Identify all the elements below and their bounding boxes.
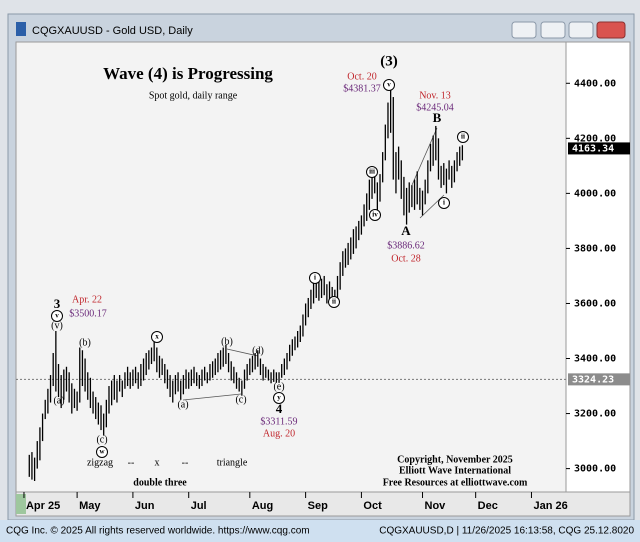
x-tick-label: Jan 26 [533, 500, 567, 512]
annotation: Aug. 20 [263, 428, 295, 439]
price-axis [565, 41, 631, 493]
annotation: Oct. 28 [391, 253, 420, 264]
annotation: Copyright, November 2025 [397, 454, 513, 465]
wave-circle [438, 197, 450, 209]
minimize-button[interactable] [540, 21, 566, 39]
wave-circle [366, 166, 378, 178]
annotation: $3500.17 [69, 308, 107, 319]
annotation: $4381.37 [343, 83, 381, 94]
wave-circle [51, 310, 63, 322]
wave-circle [151, 331, 163, 343]
annotation: A [401, 223, 411, 238]
wave-circle [457, 131, 469, 143]
x-tick-label: Jun [135, 500, 155, 512]
x-tick-label: Oct [363, 500, 382, 512]
y-tick-label: 4200.00 [574, 133, 616, 144]
status-bar [0, 520, 640, 542]
annotation: x [155, 457, 160, 468]
annotation: (d) [252, 345, 264, 356]
y-tick-label: 4400.00 [574, 78, 616, 89]
annotation: (a) [53, 395, 64, 406]
annotation: (3) [380, 53, 398, 69]
annotation: (c) [235, 394, 246, 405]
maximize-button[interactable] [568, 21, 594, 39]
annotation: double three [133, 477, 187, 488]
x-tick-label: Aug [252, 500, 273, 512]
annotation: $4245.04 [416, 102, 454, 113]
x-tick-label: Apr 25 [26, 500, 60, 512]
app-icon [16, 22, 26, 36]
wave-circle [383, 79, 395, 91]
wave-circle [273, 392, 285, 404]
annotation: Elliott Wave International [399, 465, 511, 476]
annotation: (b) [221, 336, 233, 347]
wave-label: v [387, 81, 391, 89]
x-tick-label: May [79, 500, 101, 512]
x-tick-label: Nov [425, 500, 447, 512]
annotation: -- [128, 457, 135, 468]
annotation: Free Resources at elliottwave.com [383, 477, 528, 488]
annotation: (b) [79, 337, 91, 348]
annotation: (c) [96, 434, 107, 445]
time-axis [15, 491, 631, 517]
wave-circle [309, 272, 321, 284]
annotation: (v) [51, 320, 63, 331]
annotation: 3 [54, 296, 61, 311]
wave-label: ii [461, 133, 465, 141]
y-tick-label: 4000.00 [574, 188, 616, 199]
annotation: -- [182, 457, 189, 468]
wave-circle [328, 296, 340, 308]
footer-right: CQGXAUUSD,D | 11/26/2025 16:13:58, CQG 2… [379, 526, 634, 537]
plot-area [15, 41, 567, 493]
wave-circle [96, 446, 108, 458]
wave-label: x [155, 333, 159, 341]
y-tick-label: 3000.00 [574, 464, 616, 475]
annotation: (e) [273, 381, 284, 392]
link-button[interactable] [511, 21, 537, 39]
wave-label: iii [369, 168, 375, 176]
last-price-label: 4163.34 [572, 143, 614, 154]
wave-label: y [277, 394, 281, 402]
annotation: (a) [177, 399, 188, 410]
x-tick-label: Dec [478, 500, 498, 512]
last-price-box [568, 142, 630, 155]
chart-subtitle: Spot gold, daily range [149, 90, 238, 101]
y-tick-label: 3600.00 [574, 298, 616, 309]
annotation: Apr. 22 [72, 294, 102, 305]
wave-label: ii [332, 298, 336, 306]
wave-label: i [314, 274, 316, 282]
wave-label: w [99, 448, 105, 456]
triangle-line [182, 393, 242, 401]
annotation: B [433, 110, 442, 125]
reference-price-box [568, 373, 630, 386]
triangle-line [226, 348, 259, 357]
wave-label: iv [372, 211, 378, 219]
wave-label: i [443, 199, 445, 207]
chart-title: Wave (4) is Progressing [103, 64, 273, 83]
wave-circle [369, 209, 381, 221]
y-tick-label: 3800.00 [574, 243, 616, 254]
reference-price-label: 3324.23 [572, 374, 614, 385]
annotation: $3886.62 [387, 240, 425, 251]
x-tick-label: Sep [308, 500, 328, 512]
x-tick-label: Jul [191, 500, 207, 512]
close-button[interactable] [596, 21, 626, 39]
annotation: 4 [276, 401, 283, 416]
annotation: triangle [217, 457, 248, 468]
window-title: CQGXAUUSD - Gold USD, Daily [32, 25, 193, 37]
annotation: $3311.59 [260, 416, 297, 427]
y-tick-label: 3200.00 [574, 409, 616, 420]
y-tick-label: 3400.00 [574, 354, 616, 365]
annotation: Oct. 20 [347, 71, 376, 82]
wave-label: v [55, 312, 59, 320]
footer-left: CQG Inc. © 2025 All rights reserved worl… [6, 526, 310, 537]
annotation: Nov. 13 [419, 90, 451, 101]
scroll-marker [16, 494, 26, 514]
annotation: zigzag [87, 457, 113, 468]
